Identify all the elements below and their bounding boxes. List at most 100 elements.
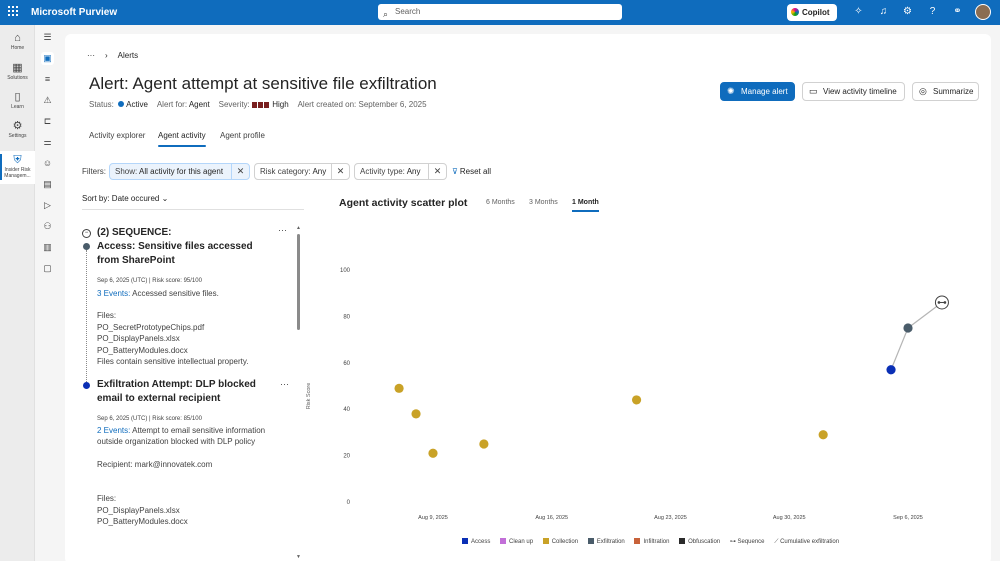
app-launcher-icon[interactable]: [8, 6, 18, 16]
copilot-button[interactable]: Copilot: [787, 4, 837, 21]
sequence-marker-node: [943, 301, 947, 304]
sliders-icon[interactable]: ⚌: [43, 137, 52, 147]
reset-all-button[interactable]: ⊽ Reset all: [452, 167, 491, 176]
megaphone-icon[interactable]: ✧: [854, 6, 863, 17]
page-title: Alert: Agent attempt at sensitive file e…: [89, 74, 437, 93]
events-link[interactable]: 2 Events:: [97, 426, 131, 435]
bell-icon[interactable]: ♫: [879, 6, 888, 17]
share-icon[interactable]: ⚭: [953, 6, 962, 17]
play-icon[interactable]: ▷: [44, 200, 51, 210]
close-icon[interactable]: ✕: [231, 164, 249, 179]
rail-item-learn[interactable]: ▯ Learn: [0, 91, 35, 110]
scroll-up-icon[interactable]: ▲: [296, 225, 301, 231]
document-icon[interactable]: ▢: [43, 263, 52, 273]
bulb-icon: ✺: [727, 86, 735, 96]
event-line: Files:: [97, 311, 117, 320]
rail-label: Home: [10, 45, 25, 51]
alerts-nav-icon[interactable]: ▣: [41, 52, 54, 65]
rail-item-solutions[interactable]: ▦ Solutions: [0, 62, 35, 81]
grid-icon: ▦: [12, 62, 23, 74]
cases-icon[interactable]: ⊏: [43, 116, 52, 126]
filters-label: Filters:: [82, 167, 106, 176]
sequence-marker-node: [937, 301, 941, 304]
chart-title: Agent activity scatter plot: [339, 197, 468, 209]
sort-dropdown[interactable]: Sort by: Date occured ⌄: [82, 194, 168, 203]
tab-agent-activity[interactable]: Agent activity: [158, 131, 206, 147]
legend-swatch: [542, 538, 549, 544]
legend-item-sequence: ⊶ Sequence: [730, 538, 765, 545]
legend-item-infiltration: Infiltration: [634, 538, 669, 545]
legend-swatch: [500, 538, 507, 544]
filter-chip-show[interactable]: Show: All activity for this agent ✕: [109, 163, 250, 180]
data-point-access: [886, 365, 896, 375]
close-icon[interactable]: ✕: [331, 164, 349, 179]
collapse-sequence-icon[interactable]: −: [82, 229, 91, 238]
legend-item-exfiltration: Exfiltration: [587, 538, 625, 545]
sequence-header: (2) SEQUENCE:: [97, 227, 172, 238]
tab-activity-explorer[interactable]: Activity explorer: [89, 131, 146, 140]
rail-label: Solutions: [7, 75, 28, 81]
help-icon[interactable]: ?: [929, 6, 936, 17]
more-options-icon[interactable]: ···: [278, 225, 287, 235]
event-meta: Sep 6, 2025 (UTC) | Risk score: 95/100: [97, 278, 202, 284]
range-tab-6-months[interactable]: 6 Months: [486, 199, 515, 206]
home-icon: ⌂: [14, 32, 21, 44]
manage-alert-button[interactable]: ✺ Manage alert: [720, 82, 795, 101]
event-line: PO_SecretPrototypeChips.pdf: [97, 322, 205, 332]
event-title[interactable]: Exfiltration Attempt: DLP blocked email …: [97, 379, 256, 404]
chip-value: Any: [312, 167, 327, 176]
events-link[interactable]: 3 Events:: [97, 289, 131, 298]
rail-item-home[interactable]: ⌂ Home: [0, 32, 35, 51]
data-point-collection: [394, 383, 404, 393]
legend-label: Collection: [551, 539, 579, 545]
breadcrumb-more[interactable]: ···: [87, 51, 95, 60]
scrollbar-thumb[interactable]: [297, 234, 300, 330]
y-tick-label: 100: [340, 268, 351, 274]
rail-item-settings[interactable]: ⚙ Settings: [0, 120, 35, 139]
severity-value: High: [272, 100, 289, 109]
more-options-icon[interactable]: ···: [280, 379, 289, 389]
range-tab-3-months[interactable]: 3 Months: [529, 199, 558, 206]
menu-icon[interactable]: ☰: [43, 32, 52, 42]
x-tick-label: Aug 16, 2025: [535, 515, 568, 521]
legend-label: Sequence: [737, 539, 765, 545]
events-text: Attempt to email sensitive information o…: [97, 426, 266, 446]
report-icon[interactable]: ▤: [43, 179, 52, 189]
data-point-collection: [428, 448, 438, 458]
range-tab-1-month[interactable]: 1 Month: [572, 199, 599, 212]
warning-icon[interactable]: ⚠: [43, 95, 52, 105]
search-input[interactable]: ⌕ Search: [378, 4, 622, 20]
view-timeline-button[interactable]: ▭ View activity timeline: [802, 82, 905, 101]
breadcrumb-current[interactable]: Alerts: [117, 51, 139, 60]
people-icon[interactable]: ⚇: [43, 221, 52, 231]
scatter-plot: 0 20 40 60 80 100 Risk Score Aug 9, 2025 Aug 16,…: [306, 268, 949, 521]
rail-label: Insider Risk Managem...: [4, 167, 31, 179]
scroll-down-icon[interactable]: ▼: [296, 554, 301, 560]
filter-chip-activity-type[interactable]: Activity type: Any ✕: [354, 163, 447, 180]
event-title[interactable]: Access: Sensitive files accessed from Sh…: [97, 241, 253, 266]
manage-alert-label: Manage alert: [741, 87, 788, 96]
section-nav: ☰ ▣ ≡ ⚠ ⊏ ⚌ ☺ ▤ ▷ ⚇ ▥ ▢: [35, 25, 60, 561]
legend-swatch: [679, 538, 686, 544]
gear-icon[interactable]: ⚙: [903, 6, 912, 17]
event-dot-icon: [83, 382, 90, 389]
y-tick-label: 0: [347, 500, 351, 506]
legend-label: Clean up: [509, 539, 534, 545]
rail-label: Learn: [11, 104, 24, 110]
event-dot-icon: [83, 243, 90, 250]
data-point-collection: [411, 409, 421, 419]
close-icon[interactable]: ✕: [428, 164, 446, 179]
avatar[interactable]: [975, 4, 991, 20]
notice-icon[interactable]: ▥: [43, 242, 52, 252]
user-icon[interactable]: ☺: [42, 158, 53, 168]
chip-value: All activity for this agent: [139, 167, 224, 176]
summarize-button[interactable]: ◎ Summarize: [912, 82, 979, 101]
list-icon[interactable]: ≡: [44, 74, 51, 84]
app-name[interactable]: Microsoft Purview: [31, 7, 118, 18]
rail-item-insider-risk[interactable]: ⛨ Insider Risk Managem...: [0, 151, 35, 184]
tab-agent-profile[interactable]: Agent profile: [220, 131, 265, 140]
filter-chip-risk-category[interactable]: Risk category: Any ✕: [254, 163, 350, 180]
summarize-label: Summarize: [933, 87, 974, 96]
y-axis-label: Risk Score: [306, 383, 312, 410]
gear-icon: ⚙: [12, 120, 23, 132]
